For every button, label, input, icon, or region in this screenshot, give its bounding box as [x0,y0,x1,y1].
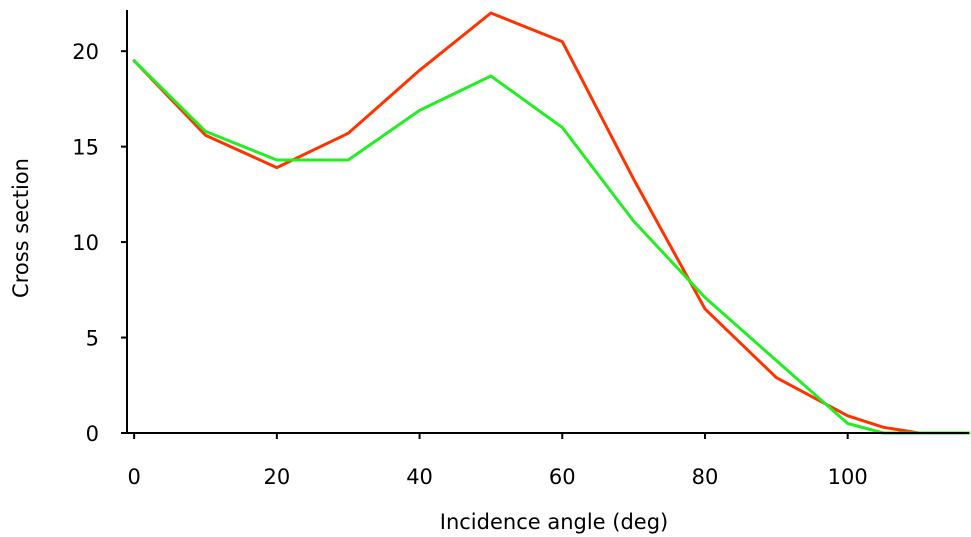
x-tick-label: 100 [828,465,868,489]
y-axis-ticks: 0 5 10 15 20 [72,40,127,446]
y-tick-label: 20 [72,40,99,64]
x-tick-label: 20 [263,465,290,489]
series-layer [132,11,971,435]
x-tick-label: 40 [406,465,433,489]
y-tick-label: 0 [86,422,99,446]
y-tick-label: 10 [72,231,99,255]
y-tick-label: 15 [72,136,99,160]
series-line-2 [132,59,971,435]
y-axis-title: Cross section [9,158,33,298]
x-tick-label: 80 [692,465,719,489]
x-tick-label: 60 [549,465,576,489]
x-axis-title: Incidence angle (deg) [440,510,669,534]
series-line-1 [132,11,971,435]
y-tick-label: 5 [86,327,99,351]
x-tick-label: 0 [127,465,140,489]
x-axis-ticks: 0 20 40 60 80 100 [127,433,868,489]
